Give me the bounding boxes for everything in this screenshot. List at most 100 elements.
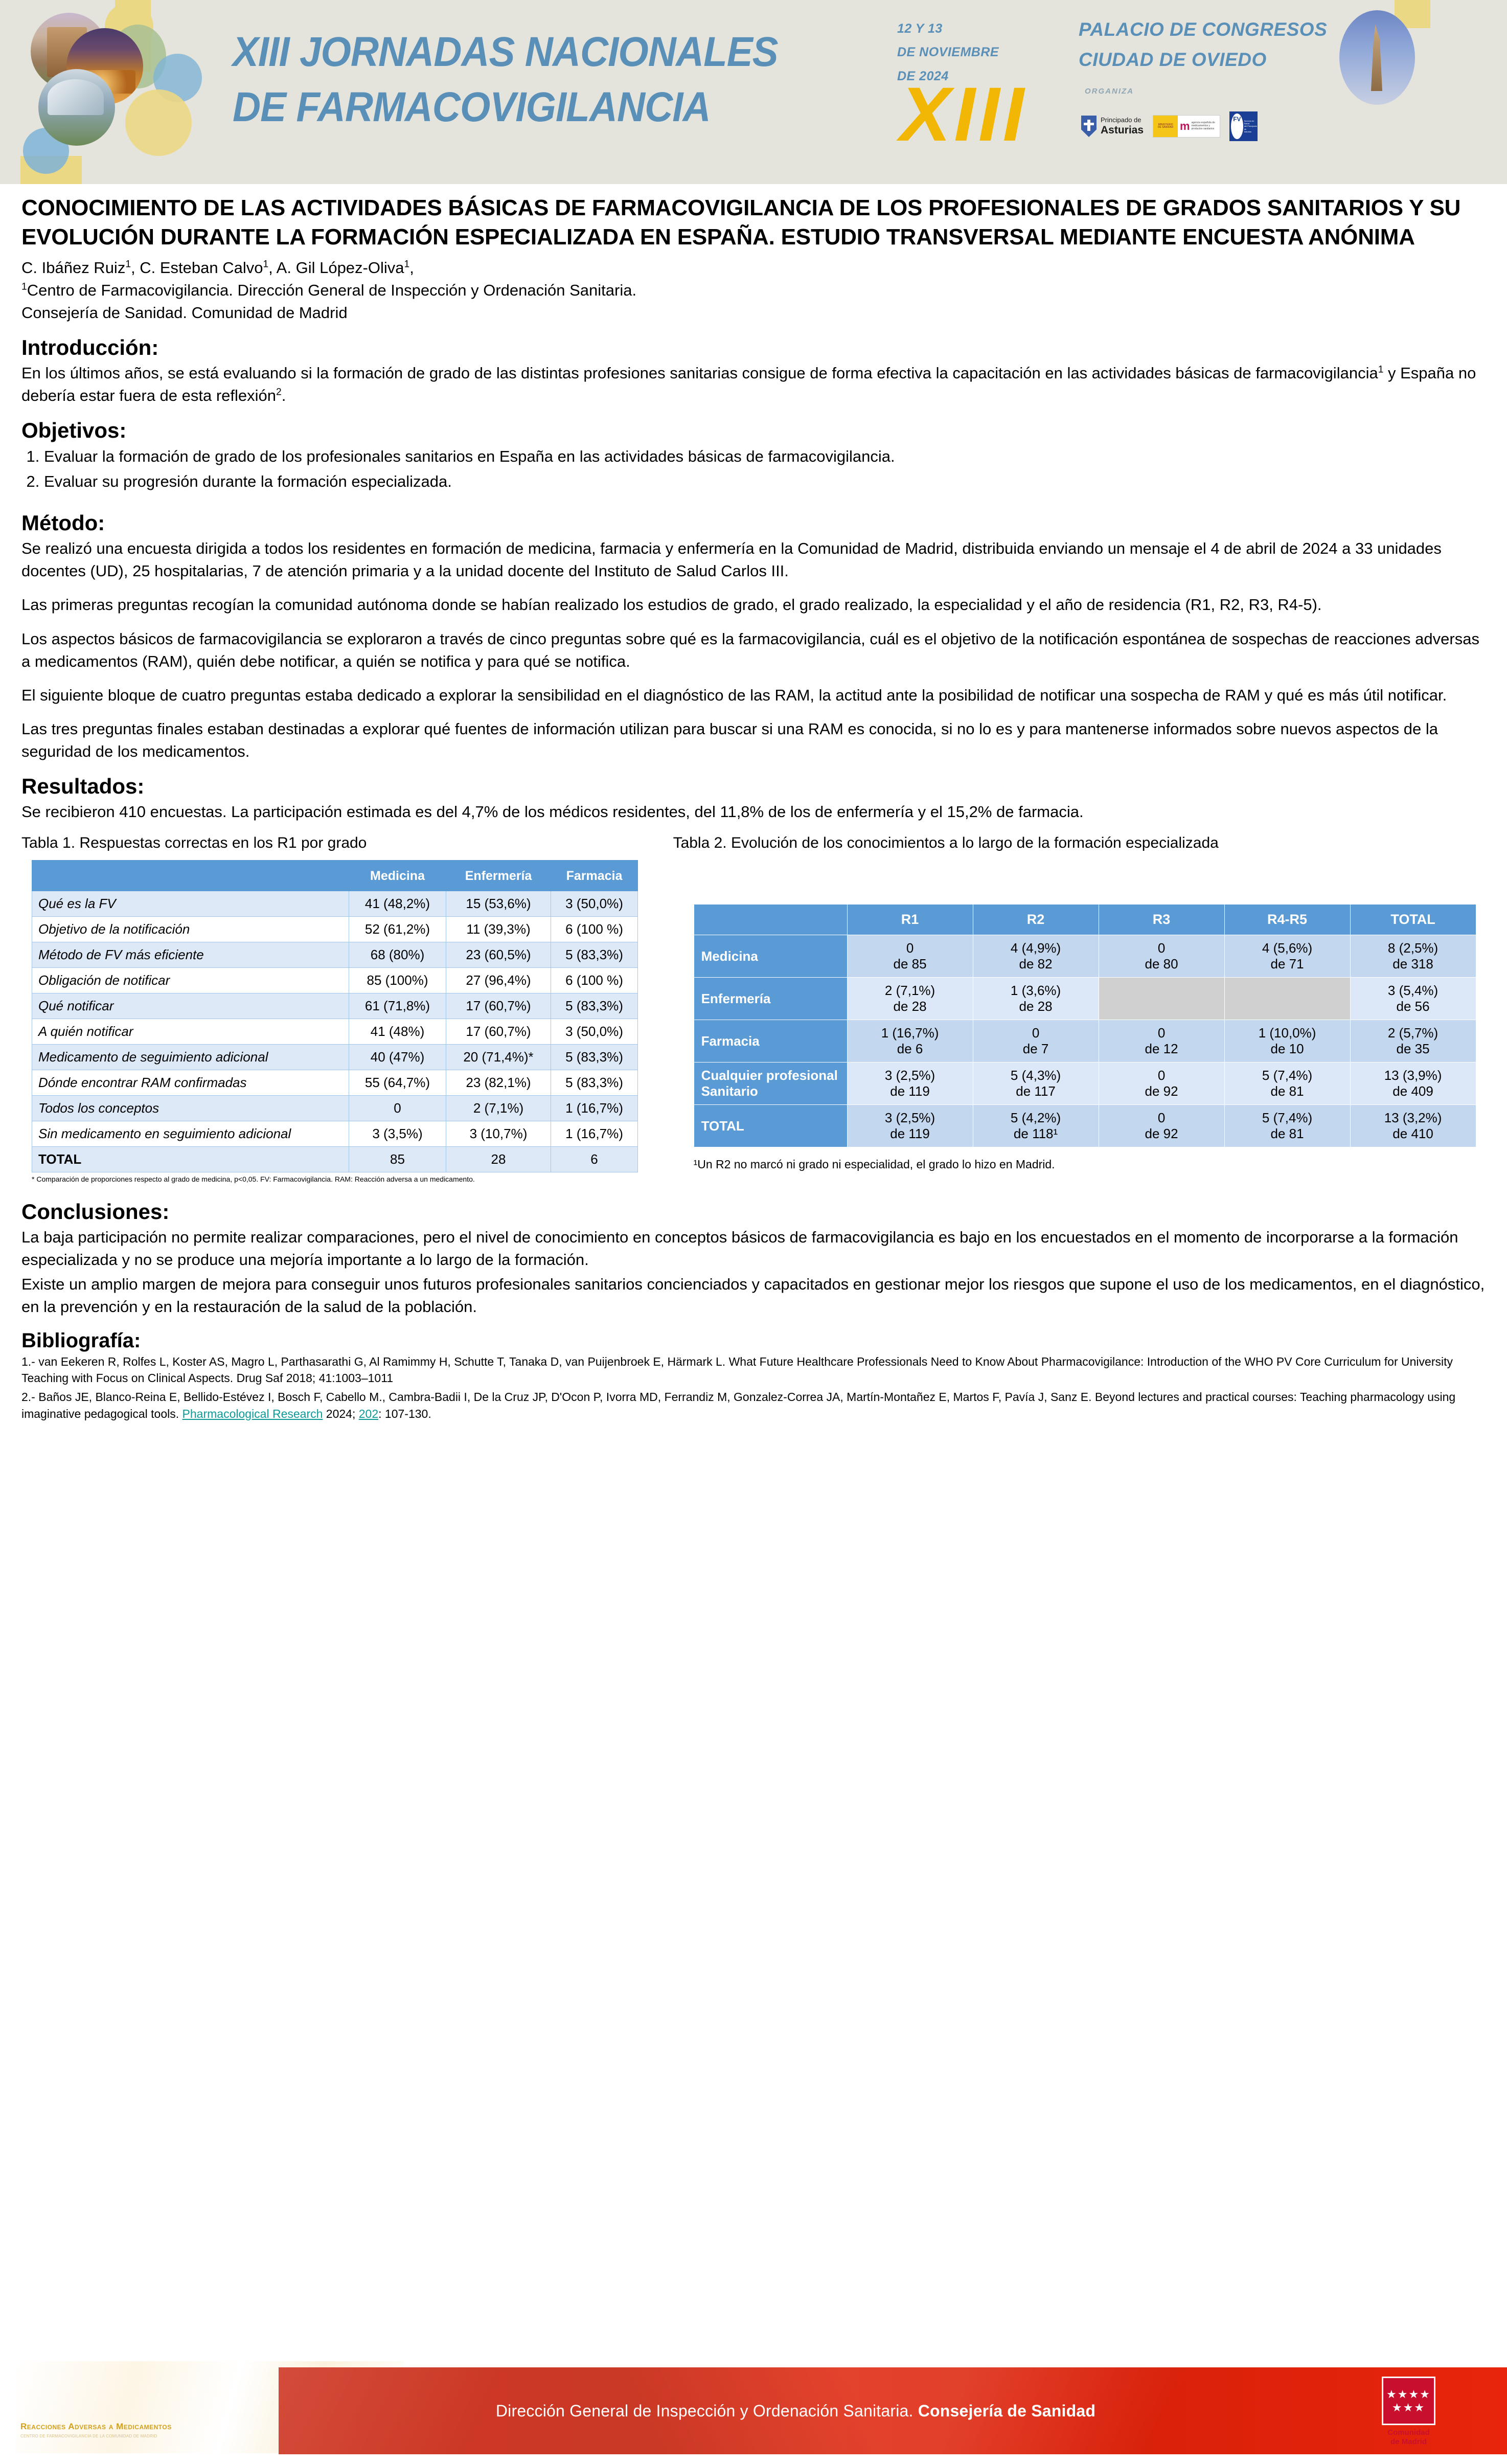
table2-caption: Tabla 2. Evolución de los conocimientos … [673, 834, 1219, 851]
table1-row-1-label: Objetivo de la notificación [32, 916, 349, 943]
poster-footer: Reacciones Adversas a Medicamentos CENTR… [0, 2347, 1507, 2464]
table2-row-3-r3: 0 de 92 [1098, 1062, 1225, 1105]
table2-row-4-total: 13 (3,2%) de 410 [1350, 1104, 1476, 1148]
affiliation-line-1: 1Centro de Farmacovigilancia. Dirección … [21, 279, 1486, 302]
table1-row-2-enfermeria: 23 (60,5%) [446, 942, 551, 968]
congress-banner: XIII JORNADAS NACIONALES DE FARMACOVIGIL… [0, 0, 1507, 184]
table1-row-6-farmacia: 5 (83,3%) [551, 1044, 638, 1071]
logo-aemps-line3: productos sanitarios [1191, 127, 1215, 130]
table-row: Qué notificar 61 (71,8%) 17 (60,7%) 5 (8… [32, 993, 638, 1020]
table-row: Cualquier profesional Sanitario 3 (2,5%)… [693, 1062, 1476, 1105]
table2-r4c2-top: 0 [1157, 1110, 1166, 1126]
table2-r1c0-bot: de 28 [893, 999, 927, 1014]
author-3-sup: 1 [404, 259, 410, 270]
table2-row-3-r2: 5 (4,3%) de 117 [972, 1062, 1099, 1105]
author-2: , C. Esteban Calvo [131, 259, 263, 277]
table1-header-row: Medicina Enfermería Farmacia [32, 860, 638, 892]
bibliografia-journal-link[interactable]: Pharmacological Research [182, 1407, 323, 1420]
table1-row-4-farmacia: 5 (83,3%) [551, 993, 638, 1020]
table2-row-0-label: Medicina [693, 935, 848, 978]
table2: R1 R2 R3 R4-R5 TOTAL Medicina 0 de 85 4 (… [693, 904, 1476, 1148]
bibliografia-item-1: 1.- van Eekeren R, Rolfes L, Koster AS, … [21, 1354, 1453, 1385]
introduccion-text-end: . [281, 387, 286, 405]
table2-r2c4-top: 2 (5,7%) [1387, 1025, 1438, 1041]
authors-line: C. Ibáñez Ruiz1, C. Esteban Calvo1, A. G… [21, 259, 414, 277]
metodo-paragraph-4: El siguiente bloque de cuatro preguntas … [21, 686, 1447, 704]
poster-title: CONOCIMIENTO DE LAS ACTIVIDADES BÁSICAS … [21, 195, 1461, 250]
table-row: Dónde encontrar RAM confirmadas 55 (64,7… [32, 1070, 638, 1096]
footer-left-logo-text: Reacciones Adversas a Medicamentos [20, 2422, 172, 2431]
table2-column: Tabla 2. Evolución de los conocimientos … [673, 833, 1486, 1184]
table1-row-6-label: Medicamento de seguimiento adicional [32, 1044, 349, 1071]
poster-content: CONOCIMIENTO DE LAS ACTIVIDADES BÁSICAS … [0, 184, 1507, 1422]
table-row: Enfermería 2 (7,1%) de 28 1 (3,6%) de 28 3… [693, 977, 1476, 1021]
introduccion-text: En los últimos años, se está evaluando s… [21, 362, 1486, 407]
banner-roman-numeral: XIII [900, 71, 1028, 157]
metodo-paragraph-1: Se realizó una encuesta dirigida a todos… [21, 539, 1442, 580]
table1-row-7-medicina: 55 (64,7%) [349, 1070, 446, 1096]
introduccion-text-b: y España no debería estar fuera de esta … [21, 364, 1476, 405]
objetivo-item-1: Evaluar la formación de grado de los pro… [44, 445, 1486, 469]
metodo-paragraph-3: Los aspectos básicos de farmacovigilanci… [21, 629, 1479, 670]
introduccion-ref-1: 1 [1378, 365, 1384, 376]
table1-row-8-label: Todos los conceptos [32, 1095, 349, 1122]
table1-row-1-medicina: 52 (61,2%) [349, 916, 446, 943]
table1-row-9-enfermeria: 3 (10,7%) [446, 1121, 551, 1147]
logo-aemps-line1: agencia española de [1191, 121, 1215, 125]
logo-fv-side1: Servicio de Salud [1244, 120, 1254, 125]
introduccion-text-a: En los últimos años, se está evaluando s… [21, 364, 1378, 382]
banner-venue-line2: CIUDAD DE OVIEDO [1079, 49, 1267, 71]
table1-footnote: * Comparación de proporciones respecto a… [32, 1175, 475, 1184]
table2-r3c4-top: 13 (3,9%) [1384, 1068, 1442, 1083]
madrid-stars-icon: ★★★★ ★★★ [1382, 2377, 1435, 2425]
table1-row-10-farmacia: 6 [551, 1146, 638, 1173]
bibliografia-item-2-text: 2.- Baños JE, Blanco-Reina E, Bellido-Es… [21, 1390, 1456, 1420]
table2-total-row: TOTAL 3 (2,5%) de 119 5 (4,2%) de 118¹ 0 de… [693, 1104, 1476, 1148]
table2-r4c0-top: 3 (2,5%) [884, 1110, 935, 1126]
table1-row-8-medicina: 0 [349, 1095, 446, 1122]
table1-row-1-enfermeria: 11 (39,3%) [446, 916, 551, 943]
table1-row-9-medicina: 3 (3,5%) [349, 1121, 446, 1147]
logo-ministerio-line1: MINISTERIO [1158, 123, 1173, 126]
table1-row-2-medicina: 68 (80%) [349, 942, 446, 968]
table2-row-4-label: TOTAL [693, 1104, 848, 1148]
bibliografia-volume-link[interactable]: 202 [358, 1407, 379, 1420]
author-1-sup: 1 [125, 259, 131, 270]
table2-r0c4-bot: de 318 [1392, 956, 1433, 972]
table1-row-10-medicina: 85 [349, 1146, 446, 1173]
table2-r3c0-top: 3 (2,5%) [884, 1068, 935, 1083]
table2-r4c3-bot: de 81 [1270, 1126, 1304, 1142]
table-row: Sin medicamento en seguimiento adicional… [32, 1121, 638, 1147]
table-row: Todos los conceptos 0 2 (7,1%) 1 (16,7%) [32, 1095, 638, 1122]
logo-aemps: m agencia española de medicamentos y pro… [1178, 116, 1220, 137]
author-list: C. Ibáñez Ruiz1, C. Esteban Calvo1, A. G… [21, 257, 1486, 324]
logo-ministerio-sanidad: MINISTERIO DE SANIDAD m agencia española… [1153, 115, 1221, 138]
logo-ministerio-line2: DE SANIDAD [1157, 126, 1174, 129]
table1-row-0-label: Qué es la FV [32, 891, 349, 917]
table1-row-0-enfermeria: 15 (53,6%) [446, 891, 551, 917]
table2-r0c2-top: 0 [1157, 940, 1166, 956]
logo-farmacovigilancia-asturias: FV Servicio de Salud del Principado de A… [1229, 111, 1258, 141]
table2-r1c4-bot: de 56 [1396, 999, 1430, 1014]
table2-row-2-r3: 0 de 12 [1098, 1020, 1225, 1063]
objetivo-item-2: Evaluar su progresión durante la formaci… [44, 470, 1486, 494]
footer-bar-text: Dirección General de Inspección y Ordena… [496, 2402, 1095, 2421]
introduccion-ref-2: 2 [276, 387, 282, 398]
table1-col-0 [32, 860, 349, 892]
table1-total-row: TOTAL 85 28 6 [32, 1146, 638, 1173]
aemps-m-icon: m [1180, 120, 1190, 132]
table1-row-3-farmacia: 6 (100 %) [551, 967, 638, 994]
table2-col-r2: R2 [972, 904, 1099, 936]
footer-left-logo-sub: CENTRO DE FARMACOVIGILANCIA DE LA COMUNI… [20, 2434, 157, 2438]
table2-r1c1-top: 1 (3,6%) [1010, 983, 1061, 999]
table2-r2c3-bot: de 10 [1270, 1041, 1304, 1057]
logo-fv-oval: FV [1231, 114, 1243, 139]
author-3: , A. Gil López-Oliva [268, 259, 404, 277]
banner-dates-line1: 12 Y 13 [897, 21, 943, 36]
table1-row-4-label: Qué notificar [32, 993, 349, 1020]
table1-row-3-label: Obligación de notificar [32, 967, 349, 994]
table1-row-0-medicina: 41 (48,2%) [349, 891, 446, 917]
table2-r2c0-top: 1 (16,7%) [881, 1025, 939, 1041]
table1-row-3-enfermeria: 27 (96,4%) [446, 967, 551, 994]
banner-blob-yellow-2 [125, 89, 192, 156]
